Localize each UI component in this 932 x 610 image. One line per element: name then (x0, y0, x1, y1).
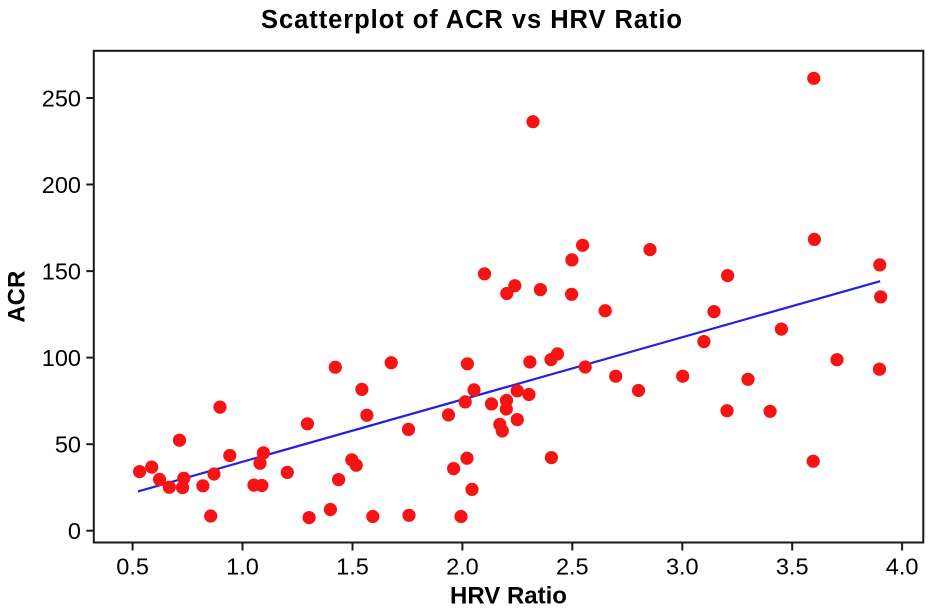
svg-text:1.0: 1.0 (226, 554, 259, 580)
svg-text:0: 0 (68, 518, 81, 544)
svg-text:150: 150 (42, 258, 81, 284)
svg-text:3.0: 3.0 (666, 554, 699, 580)
svg-text:3.5: 3.5 (776, 554, 809, 580)
svg-text:0.5: 0.5 (116, 554, 149, 580)
svg-text:HRV Ratio: HRV Ratio (450, 582, 567, 609)
svg-text:100: 100 (42, 345, 81, 371)
svg-text:2.0: 2.0 (446, 554, 479, 580)
svg-text:50: 50 (55, 432, 81, 458)
svg-text:200: 200 (42, 172, 81, 198)
svg-text:ACR: ACR (4, 271, 31, 323)
svg-text:250: 250 (42, 85, 81, 111)
svg-text:Scatterplot of ACR vs HRV Rati: Scatterplot of ACR vs HRV Ratio (261, 6, 683, 34)
svg-text:4.0: 4.0 (886, 554, 919, 580)
svg-text:2.5: 2.5 (556, 554, 589, 580)
svg-text:1.5: 1.5 (336, 554, 369, 580)
